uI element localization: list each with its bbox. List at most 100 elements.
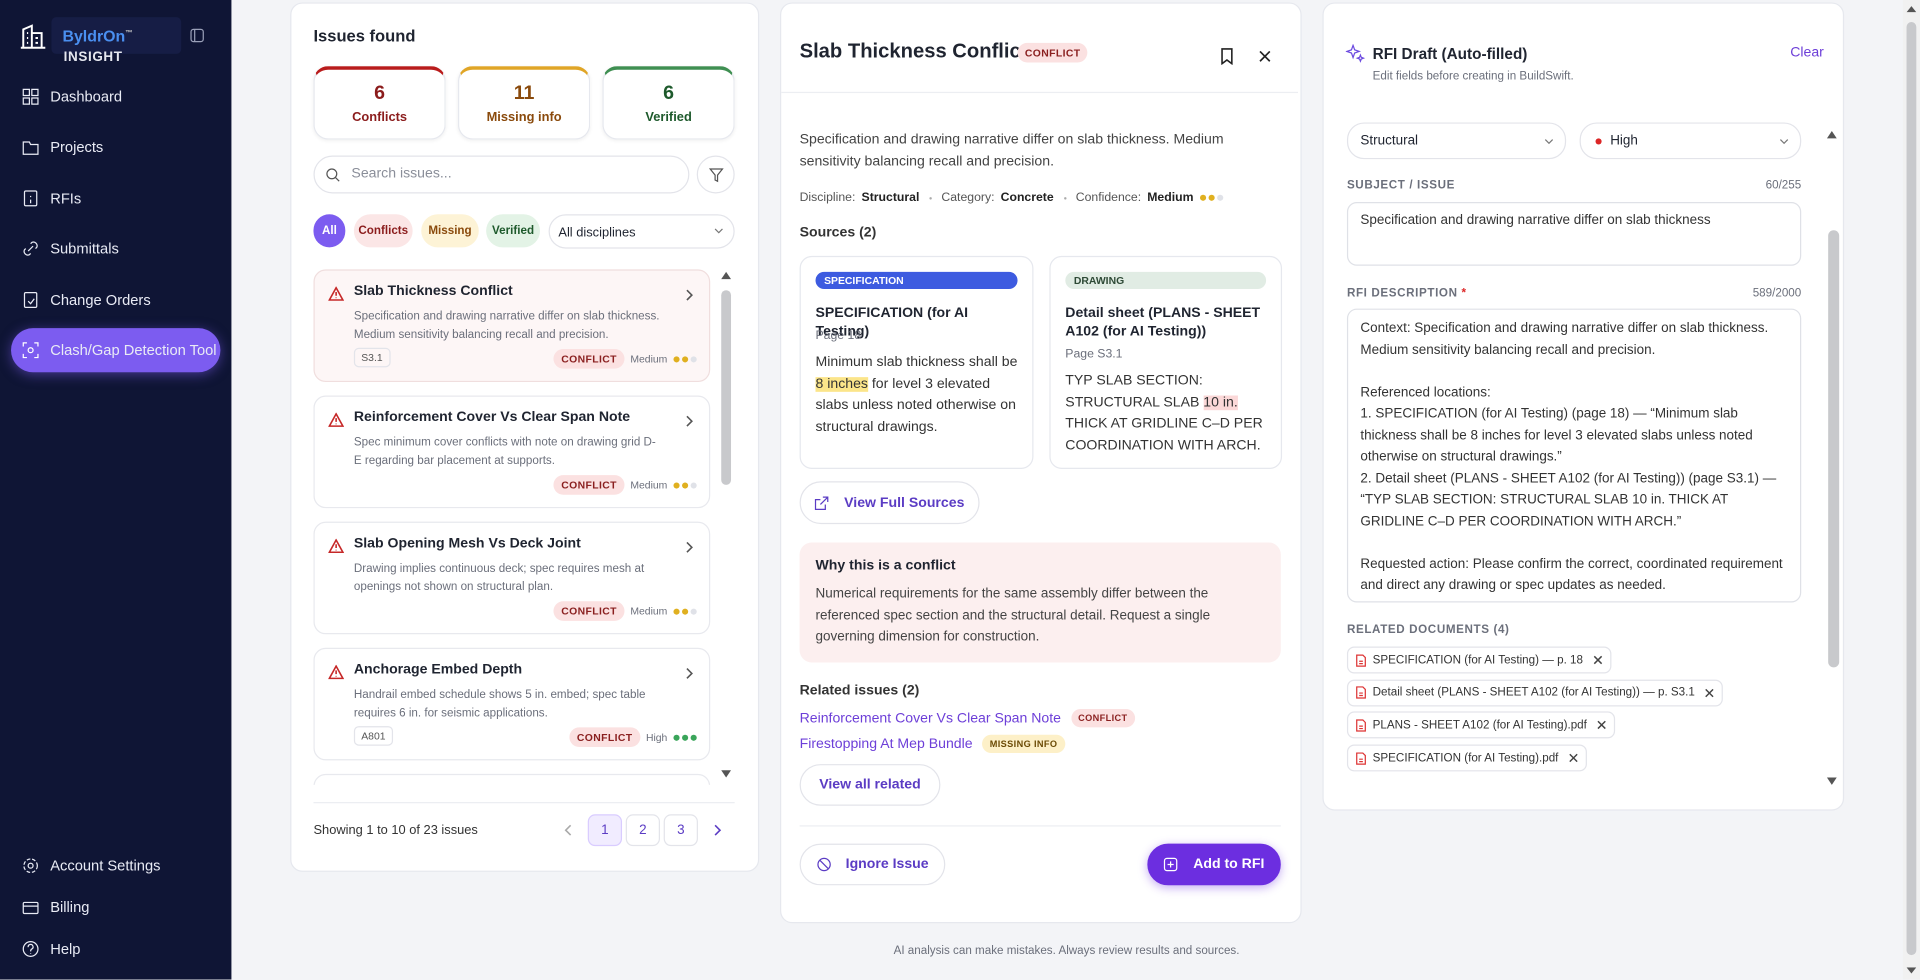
- issue-meta: CONFLICT Medium: [553, 601, 697, 621]
- issue-meta: CONFLICT Medium: [553, 348, 697, 369]
- stat-card[interactable]: 6 Conflicts: [313, 66, 446, 140]
- prev-page: [564, 824, 572, 836]
- related-issue: Reinforcement Cover Vs Clear Span Note CO…: [799, 708, 1135, 728]
- product: INSIGHT: [63, 50, 123, 65]
- subject-input[interactable]: Specification and drawing narrative diff…: [1346, 202, 1802, 266]
- nav-icon: [22, 901, 39, 915]
- description-input[interactable]: Context: Specification and drawing narra…: [1346, 308, 1802, 603]
- nav-label: Dashboard: [50, 88, 123, 106]
- why-box: Why this is a conflict Numerical require…: [799, 542, 1281, 663]
- ignore-button[interactable]: Ignore Issue: [799, 843, 946, 886]
- why-title: Why this is a conflict: [815, 558, 956, 574]
- dot: [682, 481, 689, 488]
- view-sources-button[interactable]: View Full Sources: [799, 481, 980, 525]
- severity-dots: [673, 355, 697, 362]
- issue-card[interactable]: Anchorage Embed Depth Handrail embed sche…: [313, 647, 711, 761]
- scroll-up[interactable]: [1826, 130, 1838, 140]
- dot: [690, 355, 697, 362]
- bookmark-button[interactable]: [1220, 48, 1235, 65]
- filter-button[interactable]: [696, 155, 735, 194]
- nav-item[interactable]: Projects: [11, 125, 220, 169]
- scroll-down[interactable]: [720, 769, 732, 779]
- dot: [1216, 194, 1223, 201]
- dot: [1208, 194, 1215, 201]
- divider: [799, 825, 1281, 827]
- chevron-right: [686, 415, 693, 427]
- nav-icon: [22, 88, 39, 105]
- detail-badge: CONFLICT: [1017, 42, 1088, 63]
- search-box[interactable]: Search issues...: [313, 155, 690, 194]
- page-button[interactable]: 1: [587, 814, 623, 847]
- issue-tag: CONFLICT: [553, 601, 625, 621]
- add-to-rfi-button[interactable]: Add to RFI: [1147, 843, 1281, 886]
- meta-label: Discipline:: [799, 191, 856, 205]
- source-card: SPECIFICATION SPECIFICATION (for AI Test…: [799, 255, 1034, 469]
- sparkle-icon: [1345, 44, 1366, 63]
- issue-card[interactable]: Slab Opening Mesh Vs Deck Joint Drawing i…: [313, 521, 711, 635]
- nav-item-active[interactable]: Clash/Gap Detection Tool: [11, 328, 221, 373]
- document-chip: Detail sheet (PLANS - SHEET A102 (for AI…: [1346, 679, 1724, 707]
- pagination-summary: Showing 1 to 10 of 23 issues: [313, 822, 478, 838]
- scroll-thumb[interactable]: [1906, 22, 1917, 956]
- sources-heading: Sources (2): [799, 225, 877, 241]
- filter-chip[interactable]: Verified: [486, 214, 541, 248]
- issue-card[interactable]: Reinforcement Cover Vs Clear Span Note Sp…: [313, 395, 711, 509]
- rfi-form: Structural High: [1324, 113, 1822, 796]
- panel-title: Issues found: [313, 26, 416, 46]
- scroll-thumb[interactable]: [1828, 230, 1840, 668]
- issue-title: Slab Thickness Conflict: [353, 284, 513, 299]
- close-button[interactable]: [1259, 50, 1271, 62]
- document-name: Detail sheet (PLANS - SHEET A102 (for AI…: [1372, 685, 1695, 700]
- nav-item[interactable]: Submittals: [11, 227, 220, 271]
- scroll-thumb[interactable]: [721, 290, 732, 485]
- nav-item[interactable]: Account Settings: [11, 844, 220, 888]
- dot: [690, 481, 697, 488]
- issue-description: Specification and drawing narrative diff…: [353, 309, 660, 342]
- nav-item[interactable]: Help: [11, 927, 220, 971]
- clear-button[interactable]: Clear: [1790, 45, 1824, 61]
- source-page: Page 18: [815, 329, 862, 343]
- collapse-icon[interactable]: [190, 28, 205, 43]
- scroll-down[interactable]: [1826, 776, 1838, 786]
- source-title: SPECIFICATION (for AI Testing): [815, 306, 969, 340]
- nav-item[interactable]: Billing: [11, 885, 220, 929]
- filter-chip[interactable]: Conflicts: [353, 214, 413, 248]
- stat-card[interactable]: 11 Missing info: [457, 66, 591, 140]
- filter-icon: [708, 168, 724, 183]
- related-link[interactable]: Firestopping At Mep Bundle: [799, 736, 973, 752]
- page-button[interactable]: 2: [625, 814, 661, 847]
- discipline-select[interactable]: All disciplines: [548, 214, 735, 249]
- related-link[interactable]: Reinforcement Cover Vs Clear Span Note: [799, 710, 1062, 726]
- char-count: 589/2000: [1752, 286, 1802, 301]
- nav-item[interactable]: Change Orders: [11, 278, 220, 322]
- discipline-field[interactable]: Structural: [1346, 122, 1567, 160]
- issue-card[interactable]: Slab Thickness Conflict Specification and…: [313, 269, 711, 383]
- logo-box: [51, 17, 182, 54]
- source-text: Minimum slab thickness shall be 8 inches…: [815, 353, 1020, 439]
- stat-value: 11: [513, 83, 535, 105]
- nav-icon: [23, 190, 38, 207]
- stat-card[interactable]: 6 Verified: [602, 66, 735, 140]
- meta-value: Concrete: [1000, 191, 1054, 205]
- priority-field[interactable]: High: [1579, 122, 1802, 160]
- filter-chip[interactable]: All: [313, 214, 346, 248]
- severity: Medium: [630, 352, 668, 365]
- nav-label: Account Settings: [50, 857, 161, 875]
- nav-icon: [23, 858, 38, 874]
- nav-icon: [22, 342, 39, 359]
- source-page: Page S3.1: [1065, 347, 1123, 362]
- filter-chip[interactable]: Missing: [421, 214, 479, 248]
- nav-item[interactable]: Dashboard: [11, 75, 220, 119]
- severity: Medium: [630, 478, 668, 492]
- page-button[interactable]: 3: [663, 814, 698, 847]
- view-related-button[interactable]: View all related: [799, 764, 941, 806]
- dot: [690, 607, 697, 615]
- nav-item[interactable]: RFIs: [11, 176, 220, 220]
- scroll-up[interactable]: [720, 271, 732, 281]
- next-page: [714, 824, 722, 836]
- chevron: [714, 228, 723, 234]
- search-icon: [326, 168, 340, 182]
- scroll-down[interactable]: [1906, 967, 1917, 974]
- scroll-up[interactable]: [1906, 5, 1917, 13]
